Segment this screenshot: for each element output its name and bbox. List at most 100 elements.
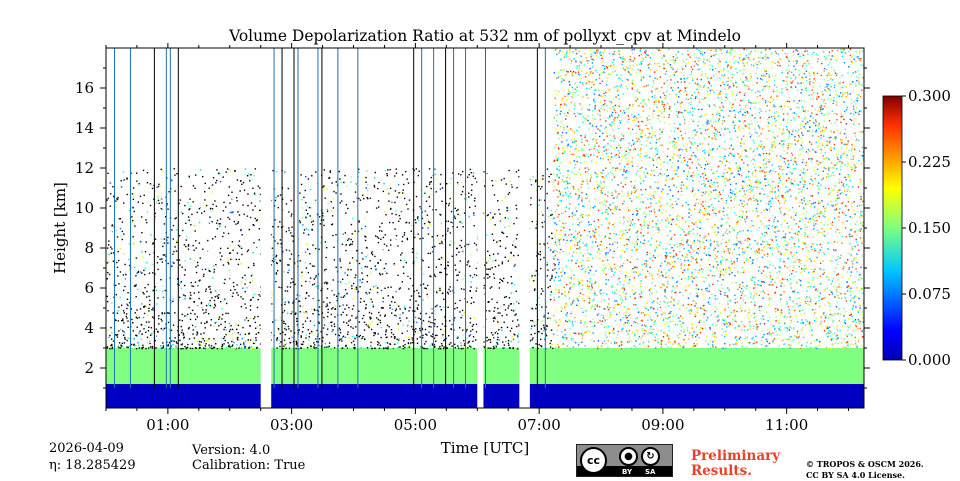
depol-pixel	[178, 202, 180, 205]
depol-pixel	[563, 151, 566, 153]
depol-pixel	[566, 180, 568, 183]
depol-pixel	[132, 206, 134, 209]
depol-pixel	[604, 235, 607, 238]
depol-pixel	[618, 193, 620, 195]
depol-pixel	[595, 49, 597, 51]
depol-pixel	[651, 86, 654, 88]
depol-pixel	[627, 195, 629, 198]
depol-pixel	[487, 260, 489, 262]
depol-pixel	[509, 258, 511, 260]
depol-pixel	[161, 258, 163, 260]
depol-pixel	[395, 234, 398, 237]
depol-pixel	[274, 199, 277, 202]
depol-pixel	[244, 278, 247, 281]
depol-pixel	[608, 250, 611, 253]
depol-pixel	[567, 144, 569, 147]
depol-pixel	[596, 251, 599, 253]
depol-pixel	[307, 329, 310, 331]
depol-pixel	[565, 55, 567, 58]
depol-pixel	[585, 138, 587, 141]
depol-pixel	[345, 293, 347, 296]
depol-pixel	[460, 342, 462, 344]
depol-pixel	[587, 330, 589, 332]
depol-pixel	[651, 128, 653, 130]
depol-pixel	[125, 315, 128, 318]
depol-pixel	[601, 212, 603, 215]
depol-pixel	[559, 172, 561, 175]
depol-pixel	[495, 346, 498, 348]
depol-pixel	[642, 235, 645, 237]
depol-pixel	[591, 283, 593, 285]
depol-pixel	[194, 281, 197, 283]
depol-pixel	[353, 344, 356, 346]
depol-pixel	[590, 206, 592, 208]
depol-pixel	[645, 152, 647, 154]
depol-pixel	[367, 254, 369, 256]
depol-pixel	[628, 240, 630, 243]
depol-pixel	[661, 103, 663, 105]
depol-pixel	[465, 198, 467, 200]
depol-pixel	[468, 335, 471, 337]
depol-pixel	[555, 239, 557, 241]
depol-pixel	[270, 234, 273, 236]
depol-pixel	[282, 298, 284, 300]
depol-pixel	[549, 294, 552, 296]
depol-pixel	[142, 344, 144, 347]
depol-pixel	[610, 101, 612, 103]
depol-pixel	[564, 187, 566, 190]
depol-pixel	[556, 204, 558, 206]
depol-pixel	[204, 345, 207, 347]
depol-pixel	[157, 256, 159, 258]
depol-pixel	[642, 57, 644, 59]
depol-pixel	[275, 272, 277, 274]
depol-pixel	[560, 347, 562, 350]
depol-pixel	[228, 218, 231, 220]
depol-pixel	[573, 107, 575, 110]
depol-pixel	[631, 105, 634, 107]
depol-pixel	[301, 271, 303, 274]
depol-pixel	[645, 330, 648, 332]
depol-pixel	[473, 317, 476, 319]
depol-pixel	[149, 183, 152, 185]
depol-pixel	[653, 62, 656, 65]
depol-pixel	[599, 114, 601, 117]
depol-pixel	[560, 110, 562, 113]
depol-pixel	[310, 218, 313, 220]
depol-pixel	[270, 331, 272, 334]
depol-pixel	[346, 314, 348, 316]
depol-pixel	[194, 346, 197, 349]
depol-pixel	[587, 287, 589, 290]
depol-pixel	[456, 274, 458, 277]
depol-pixel	[203, 273, 205, 276]
depol-pixel	[591, 287, 593, 289]
depol-pixel	[361, 252, 363, 254]
depol-pixel	[198, 297, 200, 300]
depol-pixel	[106, 346, 109, 348]
depol-pixel	[614, 54, 616, 56]
depol-pixel	[491, 267, 493, 269]
depol-pixel	[592, 304, 594, 306]
depol-pixel	[584, 136, 586, 138]
depol-pixel	[474, 205, 477, 207]
depol-pixel	[513, 222, 515, 225]
depol-pixel	[548, 246, 550, 249]
depol-pixel	[133, 338, 135, 340]
depol-pixel	[467, 243, 469, 246]
depol-pixel	[131, 318, 133, 321]
depol-pixel	[593, 147, 595, 150]
depol-pixel	[186, 236, 188, 238]
depol-pixel	[647, 309, 649, 311]
depol-pixel	[321, 215, 324, 217]
depol-pixel	[573, 153, 575, 156]
depol-pixel	[449, 232, 452, 234]
depol-pixel	[563, 286, 566, 289]
depol-pixel	[585, 243, 588, 245]
depol-pixel	[258, 293, 260, 296]
depol-pixel	[378, 342, 380, 344]
depol-pixel	[639, 140, 641, 143]
depol-pixel	[135, 347, 138, 350]
depol-pixel	[167, 208, 169, 210]
depol-pixel	[309, 345, 312, 347]
depol-pixel	[409, 306, 411, 309]
depol-pixel	[367, 325, 369, 327]
